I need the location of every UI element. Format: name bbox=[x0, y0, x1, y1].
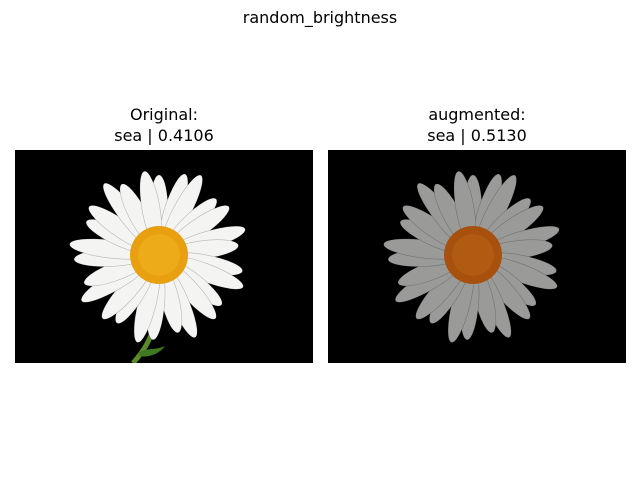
augmented-title-line1: augmented: bbox=[428, 105, 526, 124]
original-daisy-photo bbox=[15, 150, 313, 363]
original-title-line2: sea | 0.4106 bbox=[114, 126, 214, 145]
original-image bbox=[15, 150, 313, 363]
augmented-title-line2: sea | 0.5130 bbox=[427, 126, 527, 145]
original-title-line1: Original: bbox=[130, 105, 198, 124]
augmented-daisy-photo bbox=[328, 150, 626, 363]
original-panel-title: Original: sea | 0.4106 bbox=[15, 104, 313, 146]
augmented-panel-title: augmented: sea | 0.5130 bbox=[328, 104, 626, 146]
augmented-image bbox=[328, 150, 626, 363]
figure-title: random_brightness bbox=[242, 8, 398, 27]
